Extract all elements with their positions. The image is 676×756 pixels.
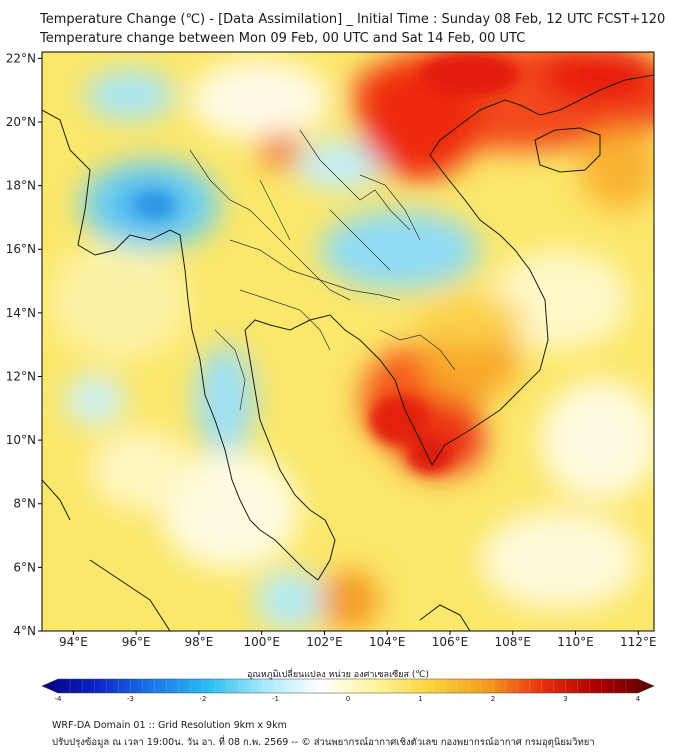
colorbar-tick-label: 4 — [636, 695, 641, 703]
lon-label: 102°E — [306, 635, 343, 649]
lon-label: 108°E — [495, 635, 532, 649]
field-core-cold — [137, 193, 173, 217]
field-patch-neutral — [490, 250, 630, 350]
field-patch-neutral — [160, 450, 300, 570]
lat-label: 14°N — [6, 306, 36, 320]
footer-model-info: WRF-DA Domain 01 :: Grid Resolution 9km … — [52, 720, 287, 731]
map-title: Temperature Change (℃) - [Data Assimilat… — [40, 12, 666, 27]
coastline-sumatra — [42, 479, 71, 521]
lat-label: 22°N — [6, 51, 36, 65]
field-patch-warm — [320, 570, 380, 630]
longitude-ticks: 94°E 96°E 98°E 100°E 102°E 104°E 106°E 108°E 110… — [59, 631, 657, 649]
coastline-west — [42, 109, 319, 581]
coastline-hainan — [534, 127, 601, 173]
lat-label: 18°N — [6, 179, 36, 193]
colorbar-tick-label: 0 — [346, 695, 350, 703]
colorbar-tick-label: 1 — [418, 695, 422, 703]
lon-label: 110°E — [557, 635, 594, 649]
lat-label: 6°N — [13, 560, 36, 574]
temperature-field — [42, 52, 654, 631]
map-frame — [41, 51, 655, 632]
field-patch-cool — [320, 210, 480, 290]
colorbar-tick-label: -1 — [272, 695, 279, 703]
colorbar-tick-label: 2 — [491, 695, 495, 703]
colorbar-tick-label: 3 — [563, 695, 567, 703]
field-patch-warm — [580, 130, 654, 210]
coastlines — [42, 74, 654, 631]
latitude-ticks: 22°N 20°N 18°N 16°N 14°N 12°N 10°N 8°N 6°N 4°N — [6, 51, 42, 638]
field-core-hot — [370, 395, 430, 445]
coastline-east — [244, 74, 654, 581]
province-borders — [189, 129, 456, 411]
field-patch-hot — [540, 52, 654, 105]
field-patch-warm-light — [415, 295, 525, 345]
colorbar: -4 -3 -2 -1 0 1 2 3 4 — [41, 678, 655, 703]
colorbar-ticks: -4 -3 -2 -1 0 1 2 3 4 — [55, 679, 641, 703]
lon-label: 94°E — [59, 635, 88, 649]
field-patch-warm-light — [50, 240, 190, 360]
lat-label: 8°N — [13, 497, 36, 511]
lon-label: 106°E — [432, 635, 469, 649]
field-patch-cool — [65, 375, 125, 425]
field-patch-warm — [258, 132, 302, 168]
colorbar-bar — [41, 678, 655, 694]
field-core-hot — [420, 53, 520, 97]
colorbar-tick-label: -4 — [55, 695, 63, 703]
map-subtitle: Temperature change between Mon 09 Feb, 0… — [40, 31, 526, 46]
footer-credit: ปรับปรุงข้อมูล ณ เวลา 19:00น. วัน อา. ที… — [52, 737, 595, 748]
lat-label: 4°N — [13, 624, 36, 638]
field-patch-cool — [255, 570, 325, 630]
colorbar-tick-label: -3 — [127, 695, 134, 703]
lon-label: 98°E — [184, 635, 213, 649]
field-patch-neutral — [540, 380, 654, 500]
field-core-hot — [408, 437, 452, 473]
field-patch-cool — [85, 70, 175, 120]
lon-label: 104°E — [369, 635, 406, 649]
field-patch-neutral — [90, 430, 190, 510]
lat-label: 10°N — [6, 433, 36, 447]
colorbar-title: อุณหภูมิเปลี่ยนแปลง หน่วย องศาเซลเซียส (… — [246, 670, 430, 680]
coastline-borneo — [419, 604, 471, 631]
lon-label: 100°E — [243, 635, 280, 649]
field-patch-neutral — [480, 510, 640, 610]
field-patch-cool — [295, 140, 385, 190]
field-patch-cool — [195, 345, 255, 455]
lat-label: 20°N — [6, 115, 36, 129]
lon-label: 96°E — [122, 635, 151, 649]
colorbar-tick-label: -2 — [200, 695, 207, 703]
lat-label: 12°N — [6, 369, 36, 383]
field-patch-neutral — [190, 60, 330, 140]
lat-label: 16°N — [6, 242, 36, 256]
coastline-sumatra — [89, 559, 171, 631]
lon-label: 112°E — [620, 635, 657, 649]
